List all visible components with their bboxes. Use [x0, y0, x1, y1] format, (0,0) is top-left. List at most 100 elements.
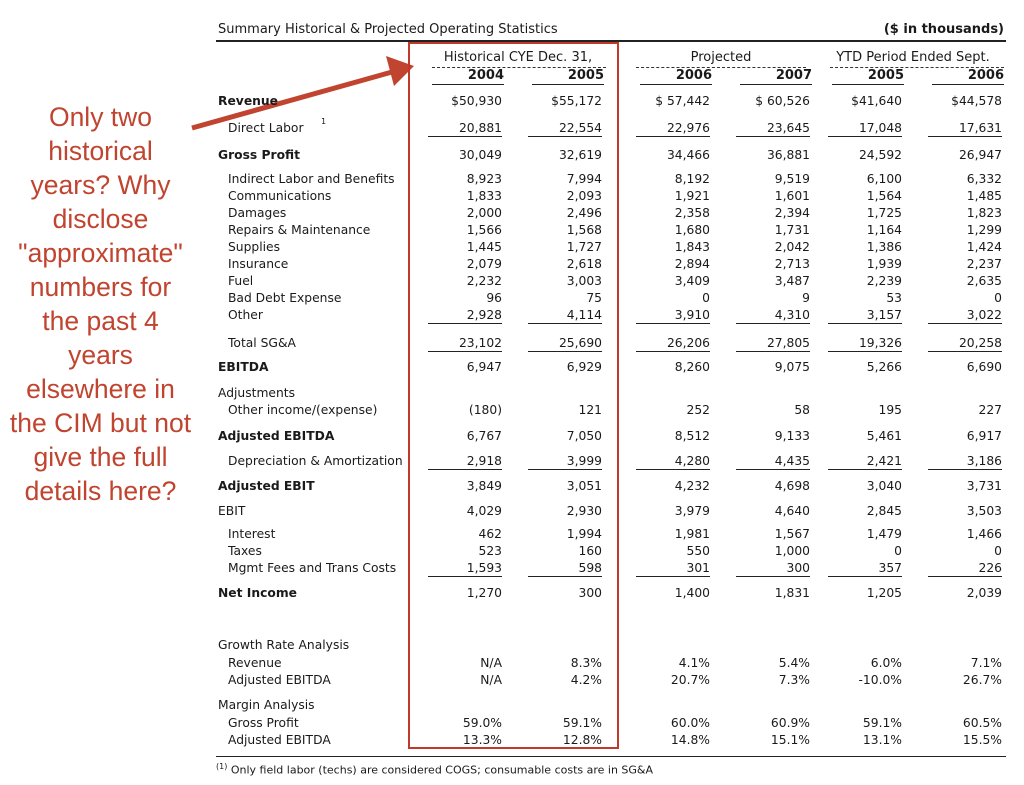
table-row-net-income: Net Income 1,270 300 1,400 1,831 1,205 2,039 — [216, 585, 1006, 601]
table-row-insurance: Insurance 2,079 2,618 2,894 2,713 1,939 2,237 — [216, 256, 1006, 272]
cell-value: 4,114 — [528, 307, 602, 324]
table-row-mgmt-fees: Mgmt Fees and Trans Costs 1,593 598 301 300 3… — [216, 560, 1006, 577]
cell-value: 2,000 — [466, 206, 502, 220]
row-label: Damages — [228, 206, 287, 220]
cell-value: 0 — [894, 544, 902, 558]
cell-value: 22,554 — [528, 120, 602, 137]
cell-value: 300 — [578, 586, 602, 600]
row-label: Bad Debt Expense — [228, 291, 342, 305]
table-row-growth-header: Growth Rate Analysis — [216, 637, 1006, 653]
cell-value: 9,133 — [774, 429, 810, 443]
cell-value: 8,512 — [674, 429, 710, 443]
table-row-indirect-labor: Indirect Labor and Benefits 8,923 7,994 8,1… — [216, 171, 1006, 187]
cell-value: 2,039 — [966, 586, 1002, 600]
cell-value: 4,310 — [736, 307, 810, 324]
year-header: 2006 — [932, 67, 1004, 85]
year-header: 2006 — [640, 67, 712, 85]
cell-value: 4.1% — [678, 656, 710, 670]
row-label: EBIT — [218, 504, 246, 518]
cell-value: 160 — [578, 544, 602, 558]
cell-value: 8.3% — [570, 656, 602, 670]
cell-value: 26,206 — [636, 335, 710, 352]
cell-value: 7,050 — [566, 429, 602, 443]
cell-value: 4,435 — [736, 453, 810, 470]
cell-value: 1,000 — [774, 544, 810, 558]
cell-value: 1,567 — [774, 527, 810, 541]
cell-value: 59.0% — [462, 716, 502, 730]
row-label: Revenue — [228, 656, 282, 670]
cell-value: 4,029 — [466, 504, 502, 518]
cell-value: 7.1% — [970, 656, 1002, 670]
cell-value: 24,592 — [858, 148, 902, 162]
row-label: Supplies — [228, 240, 281, 254]
cell-value: 6,332 — [966, 172, 1002, 186]
cell-value: 6.0% — [870, 656, 902, 670]
cell-value: 3,051 — [566, 479, 602, 493]
cell-value: 5.4% — [778, 656, 810, 670]
table-row-fuel: Fuel 2,232 3,003 3,409 3,487 2,239 2,635 — [216, 273, 1006, 289]
cell-value: 14.8% — [670, 733, 710, 747]
cell-value: 2,713 — [774, 257, 810, 271]
table-row-damages: Damages 2,000 2,496 2,358 2,394 1,725 1,823 — [216, 205, 1006, 221]
row-label: Interest — [228, 527, 276, 541]
table-row-supplies: Supplies 1,445 1,727 1,843 2,042 1,386 1,424 — [216, 239, 1006, 255]
table-row-margin-gross-profit: Gross Profit 59.0% 59.1% 60.0% 60.9% 59.1% 60.… — [216, 715, 1006, 731]
table-row-direct-labor: Direct Labor 1 20,881 22,554 22,976 23,645 17,… — [216, 117, 1006, 137]
table-row-gross-profit: Gross Profit 30,049 32,619 34,466 36,881 24,5… — [216, 147, 1006, 163]
cell-value: (180) — [468, 403, 502, 417]
cell-value: 20,881 — [428, 120, 502, 137]
footnote-marker: (1) — [216, 762, 228, 771]
table-row-ebitda: EBITDA 6,947 6,929 8,260 9,075 5,266 6,690 — [216, 359, 1006, 375]
table-row-adj-ebit: Adjusted EBIT 3,849 3,051 4,232 4,698 3,040 3,… — [216, 478, 1006, 494]
cell-value: 598 — [528, 560, 602, 577]
row-label: Other income/(expense) — [228, 403, 378, 417]
row-label: Taxes — [228, 544, 262, 558]
cell-value: N/A — [480, 673, 502, 687]
table-row-taxes: Taxes 523 160 550 1,000 0 0 — [216, 543, 1006, 559]
cell-value: 1,680 — [674, 223, 710, 237]
cell-value: 2,496 — [566, 206, 602, 220]
cell-value: 1,939 — [866, 257, 902, 271]
cell-value: 60.0% — [670, 716, 710, 730]
cell-value: 2,618 — [566, 257, 602, 271]
cell-value: N/A — [480, 656, 502, 670]
table-row-growth-revenue: Revenue N/A 8.3% 4.1% 5.4% 6.0% 7.1% — [216, 655, 1006, 671]
row-label: Adjusted EBITDA — [228, 733, 331, 747]
cell-value: 1,593 — [428, 560, 502, 577]
ytd-header: YTD Period Ended Sept. — [836, 50, 990, 65]
year-header: 2004 — [432, 67, 504, 85]
cell-value: 2,845 — [866, 504, 902, 518]
row-label: Depreciation & Amortization — [228, 454, 403, 468]
cell-value: 6,917 — [966, 429, 1002, 443]
cell-value: 4,232 — [674, 479, 710, 493]
cell-value: 2,239 — [866, 274, 902, 288]
row-label: Direct Labor — [228, 121, 304, 135]
cell-value: 32,619 — [558, 148, 602, 162]
cell-value: 195 — [878, 403, 902, 417]
cell-value: 1,725 — [866, 206, 902, 220]
row-label: Adjustments — [218, 386, 296, 400]
cell-value: 8,260 — [674, 360, 710, 374]
row-label: Other — [228, 308, 263, 322]
row-label: Gross Profit — [228, 716, 299, 730]
cell-value: 6,690 — [966, 360, 1002, 374]
cell-value: 1,727 — [566, 240, 602, 254]
cell-value: 523 — [478, 544, 502, 558]
cell-value: 6,100 — [866, 172, 902, 186]
cell-value: 8,923 — [466, 172, 502, 186]
cell-value: $44,578 — [951, 94, 1002, 108]
cell-value: 550 — [686, 544, 710, 558]
cell-value: 15.5% — [962, 733, 1002, 747]
cell-value: 252 — [686, 403, 710, 417]
table-row-margin-adj-ebitda: Adjusted EBITDA 13.3% 12.8% 14.8% 15.1% 13.1%… — [216, 732, 1006, 748]
row-label: Gross Profit — [218, 148, 301, 162]
cell-value: 30,049 — [458, 148, 502, 162]
cell-value: $41,640 — [851, 94, 902, 108]
cell-value: 2,394 — [774, 206, 810, 220]
units-note: ($ in thousands) — [883, 22, 1004, 37]
cell-value: 4,280 — [636, 453, 710, 470]
cell-value: 4,698 — [774, 479, 810, 493]
cell-value: 75 — [586, 291, 602, 305]
cell-value: 22,976 — [636, 120, 710, 137]
cell-value: 34,466 — [666, 148, 710, 162]
